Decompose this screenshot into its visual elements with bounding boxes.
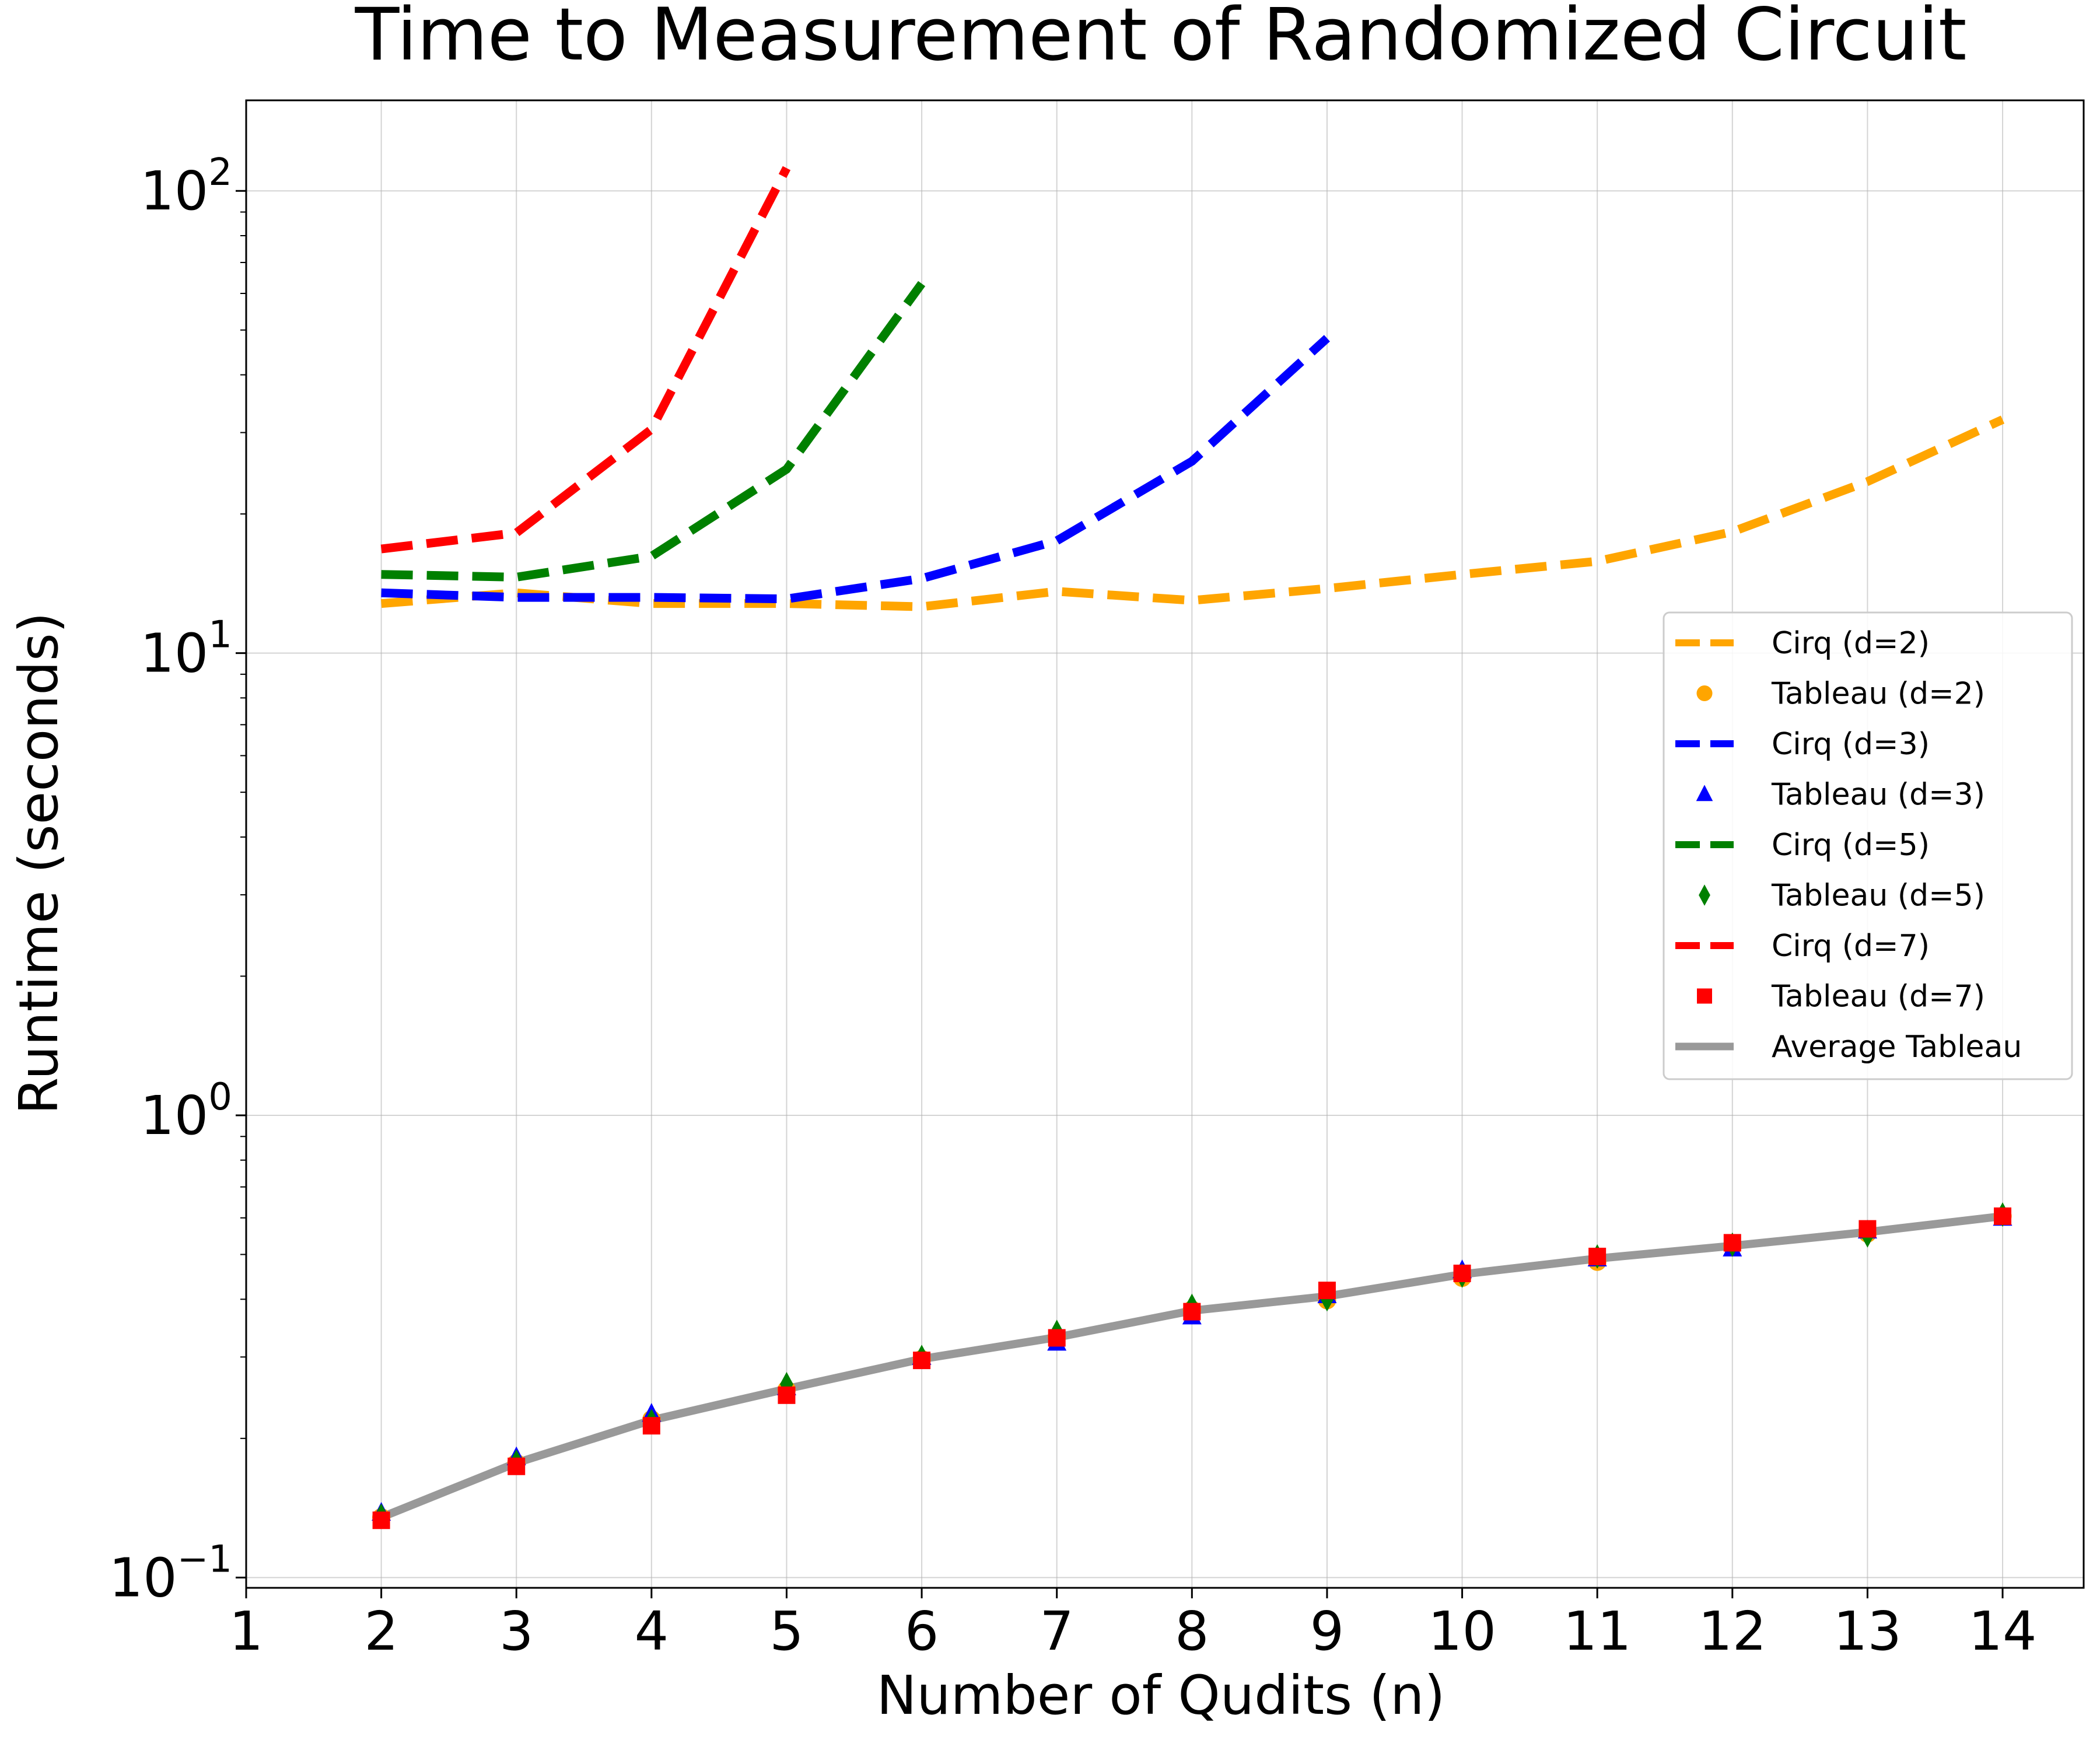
series-layer xyxy=(372,166,2013,1530)
x-tick-label: 11 xyxy=(1563,1600,1632,1662)
legend-marker xyxy=(1697,988,1712,1004)
series-cirq-d-7 xyxy=(380,166,791,554)
legend-label: Cirq (d=3) xyxy=(1772,727,1930,762)
x-tick-label: 3 xyxy=(499,1600,534,1662)
x-tick-label: 1 xyxy=(229,1600,264,1662)
series-cirq-d-3 xyxy=(381,335,1330,604)
x-tick-label: 2 xyxy=(364,1600,398,1662)
x-tick-label: 4 xyxy=(635,1600,669,1662)
data-point-tableau-d-7 xyxy=(778,1386,796,1404)
legend-label: Tableau (d=5) xyxy=(1771,878,1985,914)
legend-entry-cirq-d-7: Cirq (d=7) xyxy=(1675,929,1930,964)
legend-label: Cirq (d=7) xyxy=(1772,929,1930,964)
legend-marker xyxy=(1696,685,1713,702)
legend-entry-tableau-d-5: Tableau (d=5) xyxy=(1699,878,1985,914)
series-line-cirq-d-3 xyxy=(381,335,1330,604)
y-axis-label: Runtime (seconds) xyxy=(8,612,70,1114)
legend-entry-tableau-d-7: Tableau (d=7) xyxy=(1697,979,1985,1014)
data-point-tableau-d-7 xyxy=(1183,1303,1201,1321)
y-tick-label: 10−1 xyxy=(109,1538,232,1609)
x-tick-label: 14 xyxy=(1968,1600,2036,1662)
data-point-tableau-d-7 xyxy=(508,1457,526,1475)
y-tick-exponent: 2 xyxy=(208,151,232,194)
legend: Cirq (d=2) Tableau (d=2) Cirq (d=3) Tableau… xyxy=(1662,611,2073,1080)
data-point-tableau-d-7 xyxy=(372,1511,390,1530)
x-tick-label: 5 xyxy=(769,1600,804,1662)
y-tick-label: 100 xyxy=(140,1076,232,1147)
y-tick-exponent: 0 xyxy=(208,1076,232,1119)
y-tick-exponent: −1 xyxy=(177,1538,232,1581)
legend-entry-cirq-d-5: Cirq (d=5) xyxy=(1675,828,1930,863)
x-tick-label: 13 xyxy=(1833,1600,1902,1662)
series-line-cirq-d-5 xyxy=(381,281,926,582)
legend-entry-tableau-d-2: Tableau (d=2) xyxy=(1696,677,1985,712)
x-tick-label: 10 xyxy=(1428,1600,1496,1662)
x-axis-label: Number of Qudits (n) xyxy=(877,1664,1446,1727)
series-cirq-d-5 xyxy=(381,281,926,582)
data-point-tableau-d-7 xyxy=(1859,1220,1877,1238)
data-point-tableau-d-7 xyxy=(1994,1207,2012,1225)
data-point-tableau-d-7 xyxy=(1588,1247,1606,1265)
legend-label: Tableau (d=3) xyxy=(1771,778,1985,813)
legend-label: Average Tableau xyxy=(1772,1030,2022,1065)
legend-label: Cirq (d=2) xyxy=(1772,626,1930,661)
x-tick-label: 6 xyxy=(905,1600,939,1662)
data-point-tableau-d-7 xyxy=(1048,1329,1066,1347)
legend-marker xyxy=(1699,884,1710,906)
legend-marker xyxy=(1696,785,1713,802)
series-tableau-d-7 xyxy=(372,1207,2012,1530)
data-point-tableau-d-7 xyxy=(1723,1234,1741,1252)
x-tick-label: 9 xyxy=(1310,1600,1345,1662)
plot-frame xyxy=(245,99,2085,1589)
x-tick-label: 8 xyxy=(1175,1600,1209,1662)
chart-title: Time to Measurement of Randomized Circui… xyxy=(355,0,1967,77)
x-tick-label: 12 xyxy=(1698,1600,1766,1662)
x-tick-label: 7 xyxy=(1040,1600,1074,1662)
legend-label: Cirq (d=5) xyxy=(1772,828,1930,863)
data-point-tableau-d-7 xyxy=(1318,1282,1336,1300)
y-tick-label: 101 xyxy=(140,614,232,685)
data-point-tableau-d-7 xyxy=(642,1417,660,1435)
legend-label: Tableau (d=2) xyxy=(1771,677,1985,712)
data-point-tableau-d-5 xyxy=(780,1371,793,1396)
y-tick-label: 102 xyxy=(140,151,232,222)
legend-entry-cirq-d-2: Cirq (d=2) xyxy=(1675,626,1930,661)
legend-label: Tableau (d=7) xyxy=(1771,979,1985,1014)
series-line-cirq-d-7 xyxy=(380,166,791,554)
data-point-tableau-d-7 xyxy=(1453,1264,1471,1282)
legend-entry-cirq-d-3: Cirq (d=3) xyxy=(1675,727,1930,762)
legend-box xyxy=(1662,611,2073,1080)
legend-entry-average-tableau: Average Tableau xyxy=(1675,1030,2022,1065)
legend-entry-tableau-d-3: Tableau (d=3) xyxy=(1696,778,1985,813)
data-point-tableau-d-7 xyxy=(913,1352,931,1370)
y-tick-exponent: 1 xyxy=(208,614,232,657)
